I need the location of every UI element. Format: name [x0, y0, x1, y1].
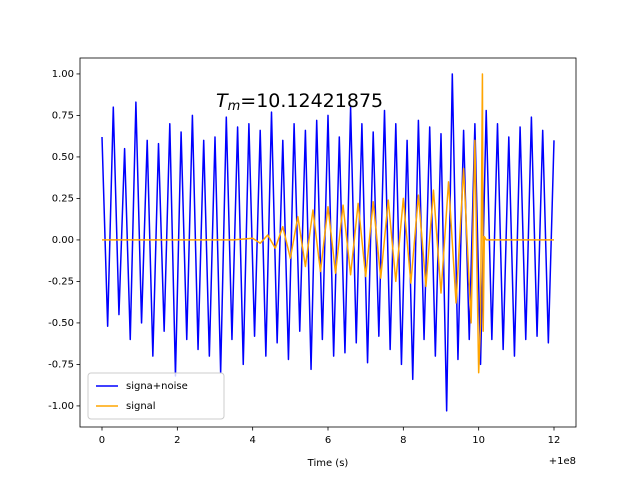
y-tick-label: -0.25: [48, 276, 74, 287]
x-tick-label: 4: [249, 435, 255, 446]
x-axis-label: Time (s): [307, 458, 349, 469]
y-tick-label: 0.00: [52, 235, 74, 246]
y-tick-label: 0.75: [52, 110, 74, 121]
y-tick-label: -0.50: [48, 318, 74, 329]
x-offset-label: +1e8: [549, 456, 576, 467]
x-tick-label: 0: [99, 435, 105, 446]
y-tick-label: -0.75: [48, 359, 74, 370]
annotation-sub: m: [228, 99, 241, 114]
series-line: [101, 73, 555, 412]
legend-label: signal: [126, 401, 156, 412]
y-tick-label: -1.00: [48, 401, 74, 412]
legend-box: [87, 372, 225, 420]
y-tick-label: 1.00: [52, 69, 74, 80]
y-tick-label: 0.50: [52, 152, 74, 163]
x-tick-label: 2: [174, 435, 180, 446]
annotation: Tm=10.12421875: [216, 90, 383, 114]
plot-area: [101, 73, 555, 412]
annotation-rest: =10.12421875: [240, 90, 383, 112]
x-tick-label: 8: [400, 435, 406, 446]
y-tick-label: 0.25: [52, 193, 74, 204]
x-tick-label: 12: [548, 435, 561, 446]
annotation-base: T: [216, 90, 229, 112]
series-line: [102, 73, 554, 374]
legend-label: signa+noise: [126, 381, 188, 392]
x-tick-label: 10: [472, 435, 485, 446]
x-tick-label: 6: [325, 435, 331, 446]
